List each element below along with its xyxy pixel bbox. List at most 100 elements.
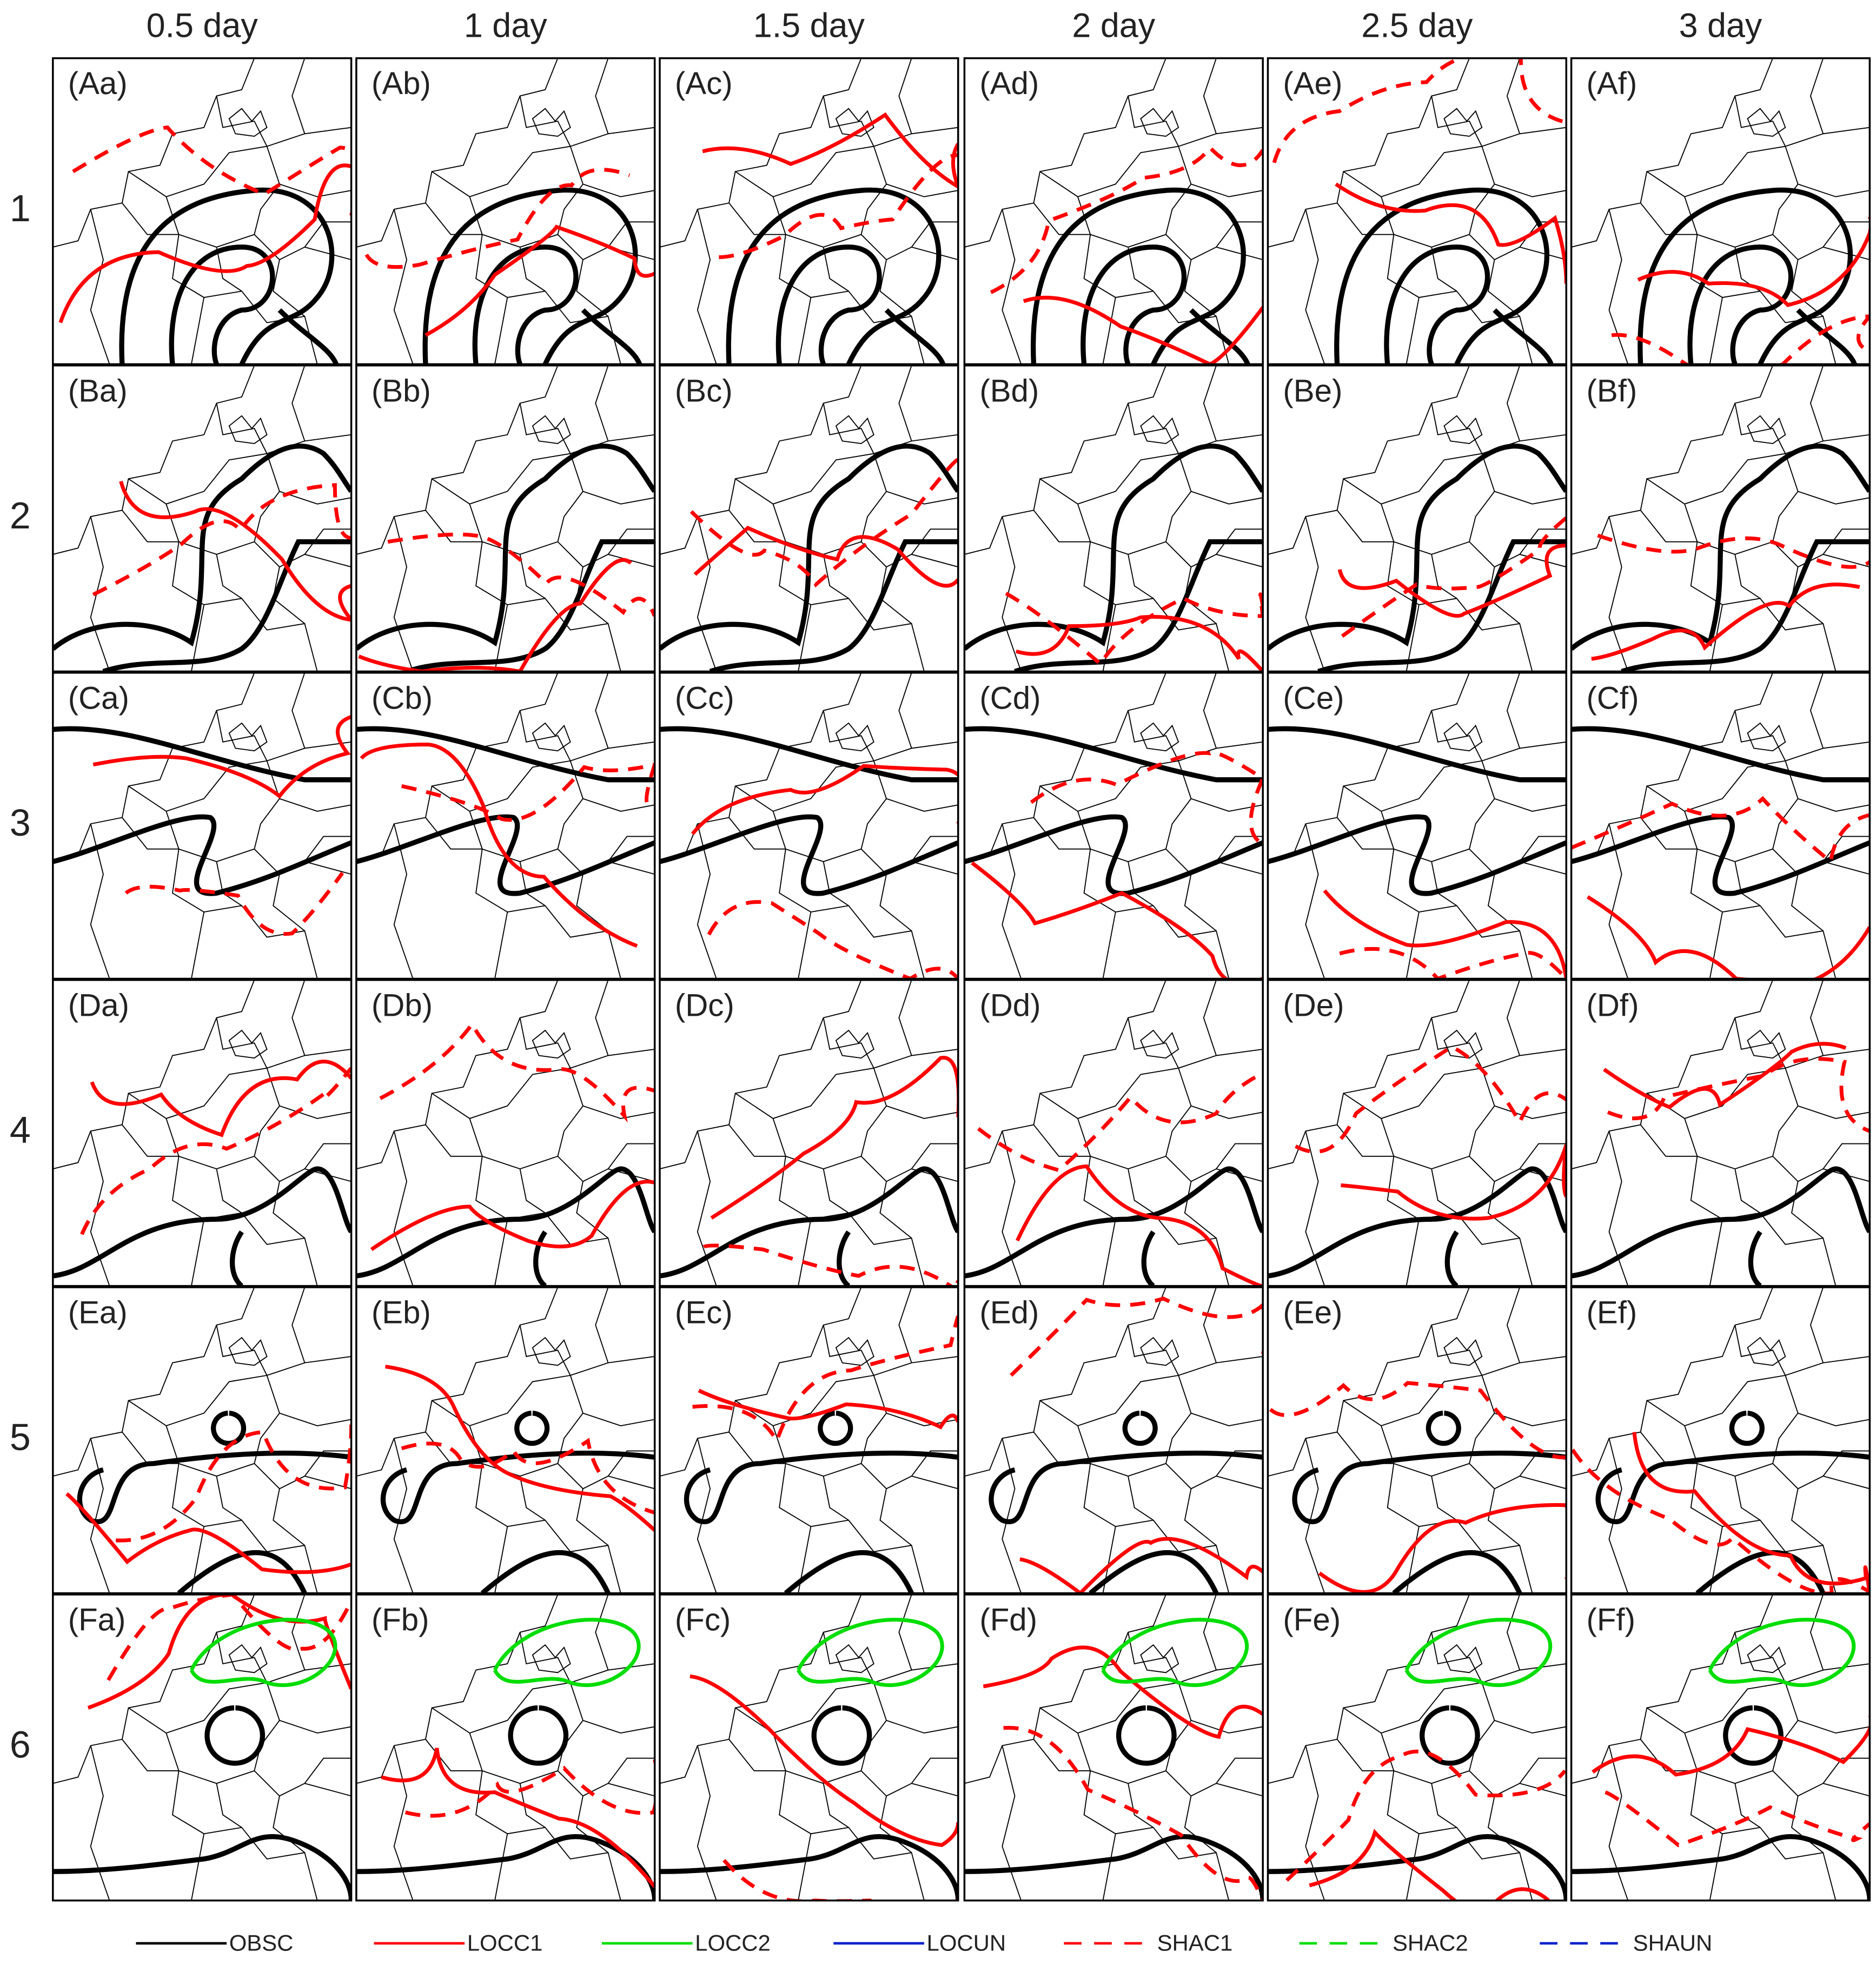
panel-content [52,58,352,365]
panel-content [964,672,1263,979]
observed-contour [964,1705,1263,1901]
panel-label: (Fb) [372,1603,429,1638]
observed-contour [52,1705,352,1901]
map-panel: (Ca) [52,672,353,980]
forecast-contour [710,1056,958,1220]
map-panel: (Ce) [1267,672,1568,980]
panel-content [659,980,958,1286]
base-map [659,1287,958,1593]
base-map [659,1594,958,1901]
forecast-contour-dashed [1269,1381,1567,1460]
base-map [1571,672,1870,979]
panel-content [1268,365,1567,672]
forecast-contour-dashed [387,532,655,617]
forecast-contour [1592,1715,1870,1777]
forecast-contour-dashed [1339,947,1567,979]
map-panel: (Cf) [1570,672,1871,980]
map-panel: (Cd) [963,672,1264,980]
forecast-contour [1323,889,1567,979]
column-header: 1 day [464,6,547,44]
base-map [1268,1287,1567,1593]
panel-label: (Db) [372,988,433,1023]
panel-label: (Fa) [68,1603,126,1638]
forecast-contour-dashed [1295,1044,1567,1154]
observed-contour [1571,444,1870,672]
forecast-contour [1019,1537,1263,1593]
forecast-contour-dashed [1611,314,1870,365]
panel-content [356,58,655,365]
forecast-contour-dashed [1571,1448,1870,1593]
legend-label: LOCC2 [695,1930,771,1955]
observed-contour [52,726,352,896]
panel-border [52,672,353,980]
observed-contour [1268,726,1567,896]
map-panel: (Dc) [659,979,959,1287]
panel-border [52,364,353,673]
map-panel: (Db) [355,979,656,1287]
panel-border [659,364,959,673]
panel-content [1571,58,1870,365]
map-panel: (Dd) [963,979,1264,1287]
map-panel: (Bb) [355,364,656,673]
forecast-contour [358,558,632,672]
forecast-contour-dashed [977,1071,1263,1173]
panel-label: (Eb) [372,1295,431,1331]
forecast-contour [425,224,655,337]
forecast-contour [1603,1042,1847,1110]
observed-contour [1571,1705,1870,1901]
panel-content [52,1594,352,1901]
forecast-contour [1335,182,1567,284]
forecast-contour [92,714,352,799]
base-map [52,1594,352,1901]
panel-content [659,1287,958,1593]
base-map [1268,980,1567,1286]
forecast-contour-c2 [189,1618,337,1688]
panel-label: (Bc) [675,373,733,408]
map-panel: (Ff) [1570,1593,1871,1902]
panel-label: (Bf) [1587,373,1638,408]
observed-contour [659,1166,958,1286]
legend-label: SHAUN [1633,1930,1713,1955]
panel-label: (Ee) [1283,1295,1342,1331]
panel-border [1570,364,1871,673]
forecast-contour [1341,1144,1567,1221]
map-panel: (Ac) [659,57,959,366]
panel-border [1570,672,1871,980]
panel-content [52,365,352,672]
row-label: 1 [10,187,31,229]
panel-content [1571,1287,1870,1593]
map-panel: (Ef) [1570,1286,1871,1595]
base-map [52,672,352,979]
map-panel: (Fe) [1267,1593,1568,1902]
panel-border [1570,979,1871,1287]
base-map [1571,1594,1870,1901]
panel-border [1570,1286,1871,1595]
panel-content [659,672,958,979]
map-panel: (Cc) [659,672,959,980]
panel-border [355,364,656,673]
base-map [964,672,1263,979]
forecast-contour [983,1645,1263,1739]
panel-border [52,57,353,366]
forecast-contour [698,1388,958,1430]
panel-content [964,980,1263,1286]
forecast-contour [385,1365,655,1532]
forecast-contour [1016,1164,1263,1286]
forecast-contour [690,1674,958,1847]
map-panel: (Df) [1570,979,1871,1287]
panel-content [964,1287,1263,1593]
forecast-contour-dashed [1003,1725,1263,1901]
panel-label: (Ca) [68,680,129,716]
panel-content [356,365,655,672]
panel-border [355,672,656,980]
panel-content [52,672,352,979]
forecast-contour [119,480,352,622]
panel-label: (Cf) [1587,680,1639,716]
base-map [356,980,655,1286]
forecast-contour [1015,615,1263,672]
panel-border [355,1593,656,1902]
map-panel: (Bc) [659,364,959,673]
column-header: 0.5 day [147,6,258,44]
panel-border [963,1286,1264,1595]
